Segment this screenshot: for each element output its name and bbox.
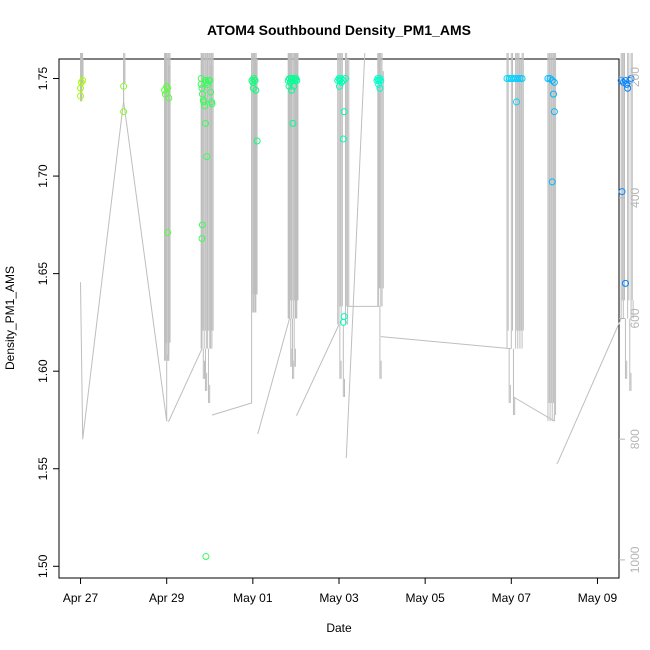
data-point bbox=[337, 75, 345, 83]
data-point bbox=[198, 221, 206, 229]
data-point bbox=[546, 75, 554, 83]
y-tick-label: 1.75 bbox=[36, 67, 50, 91]
data-point bbox=[550, 90, 558, 98]
data-point bbox=[252, 86, 260, 94]
data-point bbox=[619, 78, 627, 86]
y2-tick-label: 400 bbox=[628, 187, 642, 207]
data-point bbox=[77, 92, 85, 100]
data-point bbox=[627, 75, 635, 83]
data-point bbox=[548, 178, 556, 186]
data-point bbox=[165, 94, 173, 102]
y-axis-label: Density_PM1_AMS bbox=[3, 266, 17, 370]
track-segment bbox=[295, 324, 340, 416]
data-point bbox=[518, 75, 526, 83]
data-point bbox=[624, 84, 632, 92]
data-point bbox=[341, 75, 349, 83]
data-point bbox=[338, 78, 346, 86]
x-tick-label: Apr 27 bbox=[63, 591, 99, 605]
track-segment bbox=[556, 318, 622, 464]
track-segment bbox=[167, 348, 203, 422]
data-point bbox=[204, 80, 212, 88]
track-segment bbox=[257, 318, 290, 434]
data-point bbox=[340, 108, 348, 116]
y-tick-label: 1.55 bbox=[36, 457, 50, 481]
data-point bbox=[377, 76, 385, 84]
track-segment bbox=[123, 101, 168, 422]
data-point bbox=[376, 84, 384, 92]
x-tick-label: Apr 29 bbox=[149, 591, 185, 605]
data-point bbox=[339, 318, 347, 326]
data-point bbox=[201, 102, 209, 110]
data-point bbox=[79, 76, 87, 84]
data-point bbox=[161, 90, 169, 98]
data-point bbox=[206, 76, 214, 84]
x-tick-label: May 05 bbox=[405, 591, 445, 605]
data-point bbox=[626, 76, 634, 84]
x-tick-label: May 03 bbox=[319, 591, 359, 605]
data-point bbox=[201, 119, 209, 127]
data-point bbox=[120, 108, 128, 116]
x-axis-label: Date bbox=[326, 621, 352, 635]
track-segment bbox=[211, 312, 253, 416]
data-point bbox=[198, 235, 206, 243]
y2-tick-label: 200 bbox=[628, 67, 642, 87]
data-point bbox=[512, 98, 520, 106]
data-point bbox=[253, 137, 261, 145]
data-point bbox=[618, 188, 626, 196]
data-point bbox=[514, 75, 522, 83]
chart-title: ATOM4 Southbound Density_PM1_AMS bbox=[207, 22, 471, 38]
data-point bbox=[621, 279, 629, 287]
data-point bbox=[375, 76, 383, 84]
data-point bbox=[339, 76, 347, 84]
data-point bbox=[164, 229, 172, 237]
data-point bbox=[550, 108, 558, 116]
data-point bbox=[289, 119, 297, 127]
data-point bbox=[339, 135, 347, 143]
data-point bbox=[548, 76, 556, 84]
data-point bbox=[202, 78, 210, 86]
data-point bbox=[288, 86, 296, 94]
data-point bbox=[208, 100, 216, 108]
data-point bbox=[203, 153, 211, 161]
track-segment bbox=[80, 101, 125, 440]
data-point bbox=[550, 78, 558, 86]
data-point bbox=[290, 82, 298, 90]
x-tick-label: May 01 bbox=[233, 591, 273, 605]
data-point bbox=[251, 76, 259, 84]
data-point bbox=[200, 98, 208, 106]
y-tick-label: 1.65 bbox=[36, 262, 50, 286]
track-segment bbox=[345, 52, 366, 458]
data-point bbox=[286, 78, 294, 86]
data-point bbox=[544, 75, 552, 83]
y-tick-label: 1.60 bbox=[36, 359, 50, 383]
data-point bbox=[375, 80, 383, 88]
track-segment bbox=[380, 336, 512, 350]
data-point bbox=[202, 553, 210, 561]
data-point bbox=[516, 75, 524, 83]
data-point bbox=[340, 313, 348, 321]
data-point bbox=[120, 82, 128, 90]
data-point bbox=[335, 82, 343, 90]
x-tick-label: May 09 bbox=[578, 591, 618, 605]
y2-tick-label: 600 bbox=[628, 308, 642, 328]
x-tick-label: May 07 bbox=[492, 591, 532, 605]
y-tick-label: 1.50 bbox=[36, 554, 50, 578]
y-tick-label: 1.70 bbox=[36, 164, 50, 188]
y2-tick-label: 800 bbox=[628, 429, 642, 449]
data-point bbox=[207, 88, 215, 96]
data-point bbox=[164, 84, 172, 92]
y2-tick-label: 1000 bbox=[628, 546, 642, 573]
data-point bbox=[293, 76, 301, 84]
data-point bbox=[77, 78, 85, 86]
data-point bbox=[250, 75, 258, 83]
